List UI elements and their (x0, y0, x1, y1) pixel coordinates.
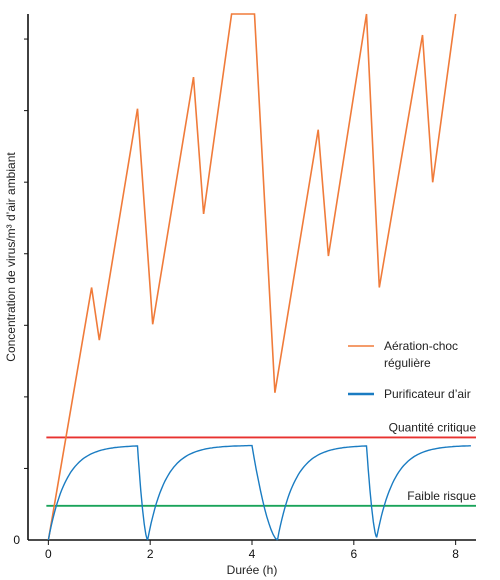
legend-label-aeration: Aération-choc (384, 339, 458, 353)
legend-label-aeration-line2: régulière (384, 356, 431, 370)
x-tick-label: 2 (147, 547, 154, 561)
ticks-group: 0 2 4 6 8 0 (13, 533, 459, 561)
series-aeration-line (47, 13, 457, 541)
legend: Aération-choc régulière Purificateur d’air (348, 339, 471, 401)
x-axis-label: Durée (h) (227, 563, 278, 577)
critical-quantity-label: Quantité critique (389, 420, 477, 434)
y-tick-label: 0 (13, 533, 20, 547)
x-tick-label: 0 (45, 547, 52, 561)
low-risk-label: Faible risque (407, 489, 476, 503)
legend-label-purificateur: Purificateur d’air (384, 387, 471, 401)
x-tick-label: 4 (249, 547, 256, 561)
x-tick-label: 6 (350, 547, 357, 561)
reference-lines: Quantité critique Faible risque (46, 420, 477, 507)
x-tick-label: 8 (452, 547, 459, 561)
series-purificateur-line (47, 444, 471, 541)
series-group (47, 13, 471, 541)
y-axis-label: Concentration de virus/m³ d’air ambiant (4, 152, 18, 362)
